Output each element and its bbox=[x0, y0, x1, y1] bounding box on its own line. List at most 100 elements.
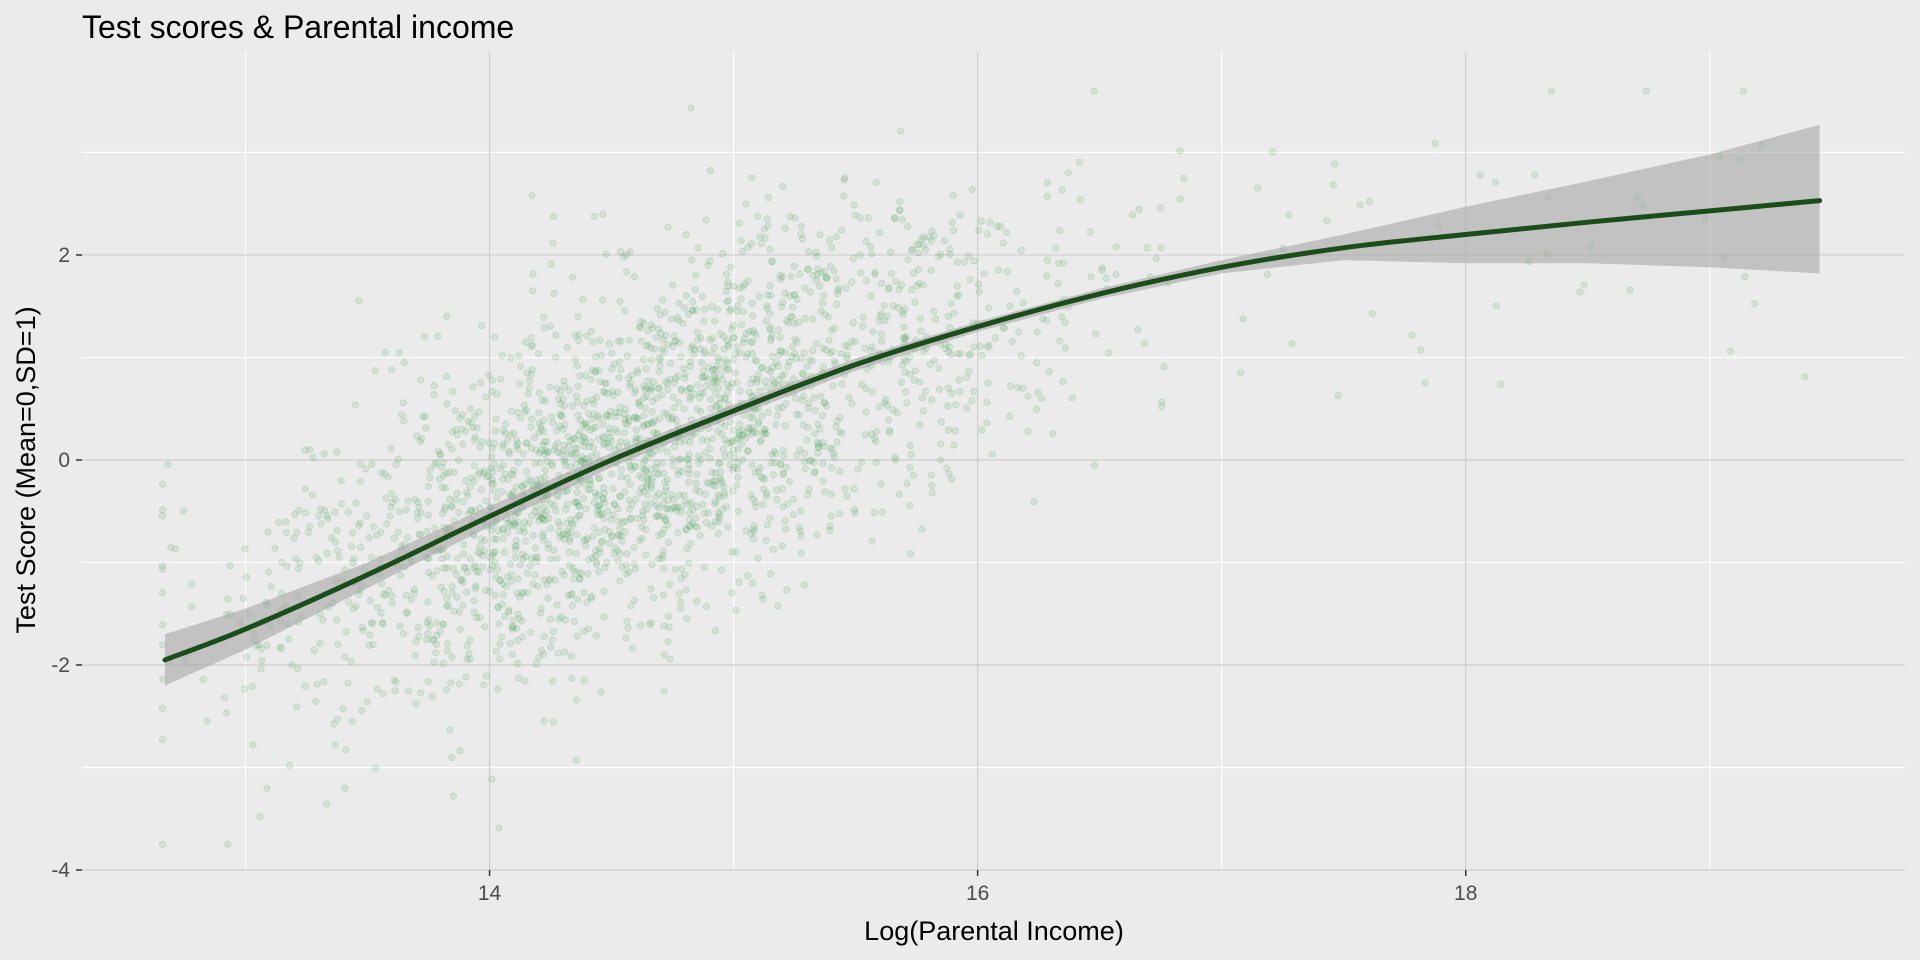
data-point bbox=[411, 495, 419, 504]
data-point bbox=[723, 336, 731, 344]
data-point bbox=[800, 349, 808, 357]
data-point bbox=[1005, 412, 1014, 420]
data-point bbox=[930, 356, 939, 364]
data-point bbox=[1157, 402, 1166, 411]
data-point bbox=[516, 414, 525, 422]
data-point bbox=[666, 655, 674, 663]
data-point bbox=[396, 622, 404, 630]
data-point bbox=[897, 127, 905, 135]
data-point bbox=[423, 527, 431, 536]
data-point bbox=[856, 214, 864, 222]
data-point bbox=[688, 298, 697, 306]
data-point bbox=[594, 412, 602, 420]
data-point bbox=[507, 577, 515, 585]
data-point bbox=[896, 197, 904, 206]
data-point bbox=[626, 480, 634, 488]
data-point bbox=[870, 434, 879, 442]
data-point bbox=[805, 399, 813, 407]
data-point bbox=[693, 523, 701, 531]
data-point bbox=[814, 449, 822, 457]
data-point bbox=[460, 563, 468, 572]
data-point bbox=[975, 287, 983, 296]
data-point bbox=[538, 532, 546, 540]
data-point bbox=[732, 350, 740, 358]
data-point bbox=[573, 488, 581, 496]
data-point bbox=[455, 508, 463, 516]
data-point bbox=[744, 572, 752, 580]
data-point bbox=[687, 344, 695, 352]
data-point bbox=[719, 445, 727, 454]
data-point bbox=[711, 376, 720, 385]
data-point bbox=[734, 445, 742, 454]
data-point bbox=[714, 530, 723, 538]
data-point bbox=[439, 459, 447, 467]
data-point bbox=[631, 414, 639, 422]
data-point bbox=[695, 487, 704, 496]
data-point bbox=[778, 485, 786, 493]
data-point bbox=[257, 645, 266, 653]
data-point bbox=[917, 327, 925, 335]
data-point bbox=[323, 512, 332, 520]
data-point bbox=[347, 657, 355, 666]
data-point bbox=[914, 249, 923, 257]
data-point bbox=[424, 482, 432, 491]
data-point bbox=[400, 417, 408, 425]
data-point bbox=[903, 222, 912, 231]
data-point bbox=[351, 401, 360, 409]
data-point bbox=[698, 293, 707, 301]
data-point bbox=[601, 525, 609, 534]
data-point bbox=[681, 374, 689, 382]
data-point bbox=[605, 429, 613, 437]
data-point bbox=[605, 412, 613, 420]
data-point bbox=[462, 673, 470, 681]
data-point bbox=[975, 226, 983, 235]
data-point bbox=[636, 488, 644, 497]
data-point bbox=[722, 270, 731, 278]
data-point bbox=[756, 464, 764, 472]
data-point bbox=[724, 523, 732, 531]
data-point bbox=[571, 331, 579, 339]
data-point bbox=[496, 464, 504, 473]
data-point bbox=[751, 356, 759, 364]
data-point bbox=[679, 364, 688, 372]
data-point bbox=[561, 648, 569, 656]
data-point bbox=[472, 567, 481, 576]
data-point bbox=[716, 330, 724, 338]
data-point bbox=[868, 249, 876, 258]
data-point bbox=[643, 452, 651, 460]
data-point bbox=[373, 603, 382, 612]
data-point bbox=[549, 677, 557, 686]
data-point bbox=[673, 503, 682, 511]
data-point bbox=[592, 450, 601, 458]
data-point bbox=[768, 352, 777, 361]
data-point bbox=[558, 531, 566, 539]
data-point bbox=[508, 625, 516, 633]
data-point bbox=[621, 405, 630, 413]
data-point bbox=[415, 530, 423, 539]
data-point bbox=[463, 655, 471, 663]
data-point bbox=[711, 626, 719, 635]
data-point bbox=[970, 387, 978, 395]
data-point bbox=[630, 272, 639, 281]
data-point bbox=[740, 335, 749, 343]
data-point bbox=[604, 439, 612, 447]
data-point bbox=[188, 580, 196, 588]
data-point bbox=[789, 495, 797, 503]
data-point bbox=[744, 277, 752, 285]
data-point bbox=[709, 481, 717, 489]
data-point bbox=[658, 296, 667, 304]
data-point bbox=[301, 682, 309, 690]
data-point bbox=[413, 509, 421, 517]
data-point bbox=[733, 465, 742, 473]
data-point bbox=[689, 342, 697, 350]
data-point bbox=[729, 355, 738, 364]
data-point bbox=[627, 465, 636, 474]
data-point bbox=[825, 236, 834, 244]
data-point bbox=[293, 528, 301, 537]
data-point bbox=[443, 552, 451, 561]
data-point bbox=[574, 512, 583, 520]
data-point bbox=[790, 262, 799, 270]
data-point bbox=[723, 359, 732, 367]
data-point bbox=[681, 370, 689, 378]
data-point bbox=[730, 463, 738, 472]
